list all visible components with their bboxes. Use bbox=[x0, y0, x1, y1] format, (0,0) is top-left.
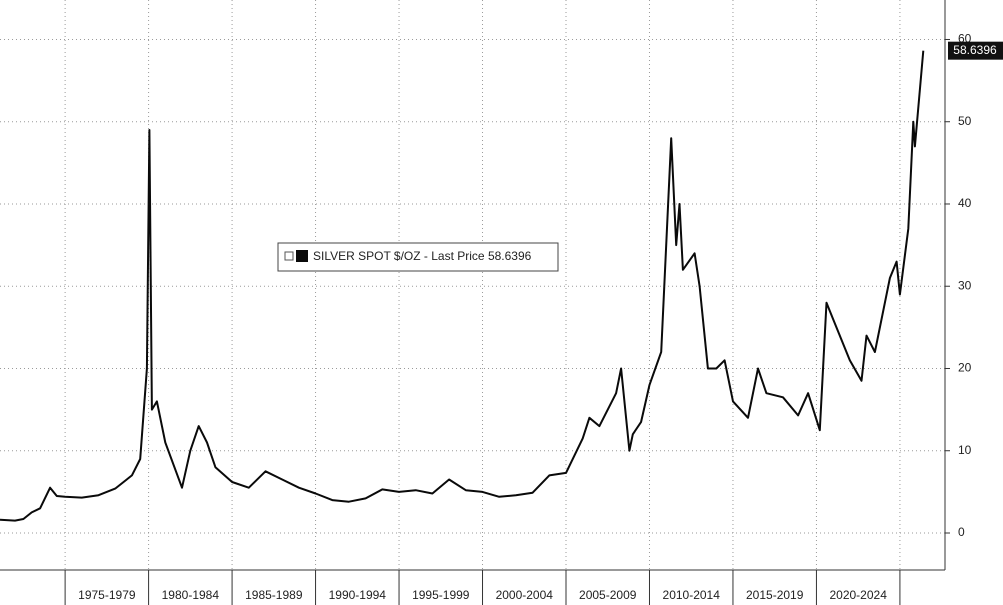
x-tick-label: 1980-1984 bbox=[162, 588, 220, 602]
legend-box bbox=[277, 242, 559, 272]
y-tick-label: 40 bbox=[958, 196, 972, 210]
price-line bbox=[0, 50, 925, 522]
y-tick-label: 20 bbox=[958, 361, 972, 375]
x-tick-label: 1995-1999 bbox=[412, 588, 470, 602]
x-tick-label: 2020-2024 bbox=[829, 588, 887, 602]
y-tick-label: 10 bbox=[958, 443, 972, 457]
x-tick-label: 2005-2009 bbox=[579, 588, 637, 602]
legend-swatch bbox=[296, 250, 308, 262]
y-tick-label: 0 bbox=[958, 525, 965, 539]
x-tick-label: 1975-1979 bbox=[78, 588, 136, 602]
y-tick-label: 50 bbox=[958, 114, 972, 128]
legend-icon-frame bbox=[284, 251, 294, 261]
y-tick-label: 30 bbox=[958, 278, 972, 292]
legend-label: SILVER SPOT $/OZ - Last Price 58.6396 bbox=[313, 249, 532, 263]
x-tick-label: 2000-2004 bbox=[496, 588, 554, 602]
legend: SILVER SPOT $/OZ - Last Price 58.6396 bbox=[277, 242, 559, 272]
x-tick-label: 2015-2019 bbox=[746, 588, 804, 602]
x-tick-label: 2010-2014 bbox=[663, 588, 721, 602]
x-tick-label: 1985-1989 bbox=[245, 588, 303, 602]
x-tick-label: 1990-1994 bbox=[329, 588, 387, 602]
last-value-label: 58.6396 bbox=[953, 43, 997, 57]
last-value-box bbox=[948, 41, 1003, 60]
